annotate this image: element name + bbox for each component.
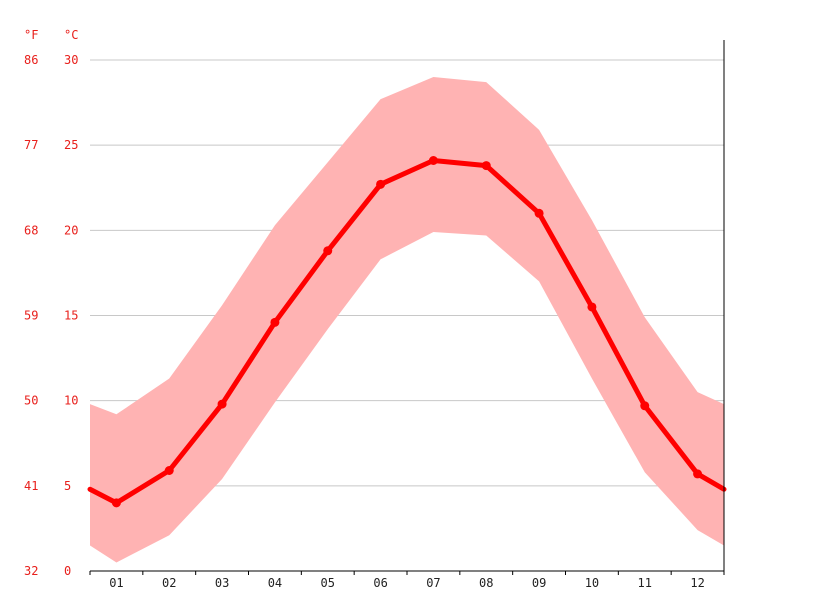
temperature-range-band bbox=[90, 77, 724, 563]
data-point-09 bbox=[534, 208, 544, 218]
fahrenheit-tick-label: 50 bbox=[24, 394, 38, 408]
month-tick-label: 07 bbox=[426, 576, 440, 590]
celsius-tick-label: 5 bbox=[64, 479, 71, 493]
celsius-tick-label: 15 bbox=[64, 309, 78, 323]
fahrenheit-tick-label: 32 bbox=[24, 564, 38, 578]
data-point-12 bbox=[693, 469, 703, 479]
celsius-unit-label: °C bbox=[64, 28, 78, 42]
month-tick-label: 03 bbox=[215, 576, 229, 590]
data-point-02 bbox=[164, 466, 174, 476]
fahrenheit-tick-label: 68 bbox=[24, 223, 38, 237]
celsius-tick-label: 10 bbox=[64, 394, 78, 408]
axis-labels: °F °C 01 02 03 04 05 06 07 08 09 10 11 12 0 32 5 41 10 50… bbox=[24, 28, 705, 590]
month-tick-label: 04 bbox=[268, 576, 282, 590]
data-point-04 bbox=[270, 317, 280, 327]
fahrenheit-tick-label: 77 bbox=[24, 138, 38, 152]
month-tick-label: 11 bbox=[638, 576, 652, 590]
celsius-tick-label: 25 bbox=[64, 138, 78, 152]
celsius-tick-label: 20 bbox=[64, 223, 78, 237]
data-point-03 bbox=[217, 399, 227, 409]
fahrenheit-unit-label: °F bbox=[24, 28, 38, 42]
month-tick-label: 09 bbox=[532, 576, 546, 590]
data-point-08 bbox=[481, 161, 491, 171]
data-point-11 bbox=[640, 401, 650, 411]
data-point-01 bbox=[111, 498, 121, 508]
month-tick-label: 02 bbox=[162, 576, 176, 590]
data-points bbox=[111, 155, 703, 508]
month-tick-label: 10 bbox=[585, 576, 599, 590]
data-point-10 bbox=[587, 302, 597, 312]
month-tick-label: 05 bbox=[321, 576, 335, 590]
data-point-06 bbox=[376, 179, 386, 189]
fahrenheit-tick-label: 41 bbox=[24, 479, 38, 493]
month-tick-label: 01 bbox=[109, 576, 123, 590]
mean-temperature-line bbox=[87, 157, 727, 506]
data-point-05 bbox=[323, 246, 333, 256]
month-tick-label: 06 bbox=[373, 576, 387, 590]
month-tick-label: 08 bbox=[479, 576, 493, 590]
fahrenheit-tick-label: 59 bbox=[24, 309, 38, 323]
fahrenheit-tick-label: 86 bbox=[24, 53, 38, 67]
data-point-07 bbox=[428, 155, 438, 165]
celsius-tick-label: 30 bbox=[64, 53, 78, 67]
celsius-tick-label: 0 bbox=[64, 564, 71, 578]
month-tick-label: 12 bbox=[690, 576, 704, 590]
axes bbox=[89, 40, 725, 575]
